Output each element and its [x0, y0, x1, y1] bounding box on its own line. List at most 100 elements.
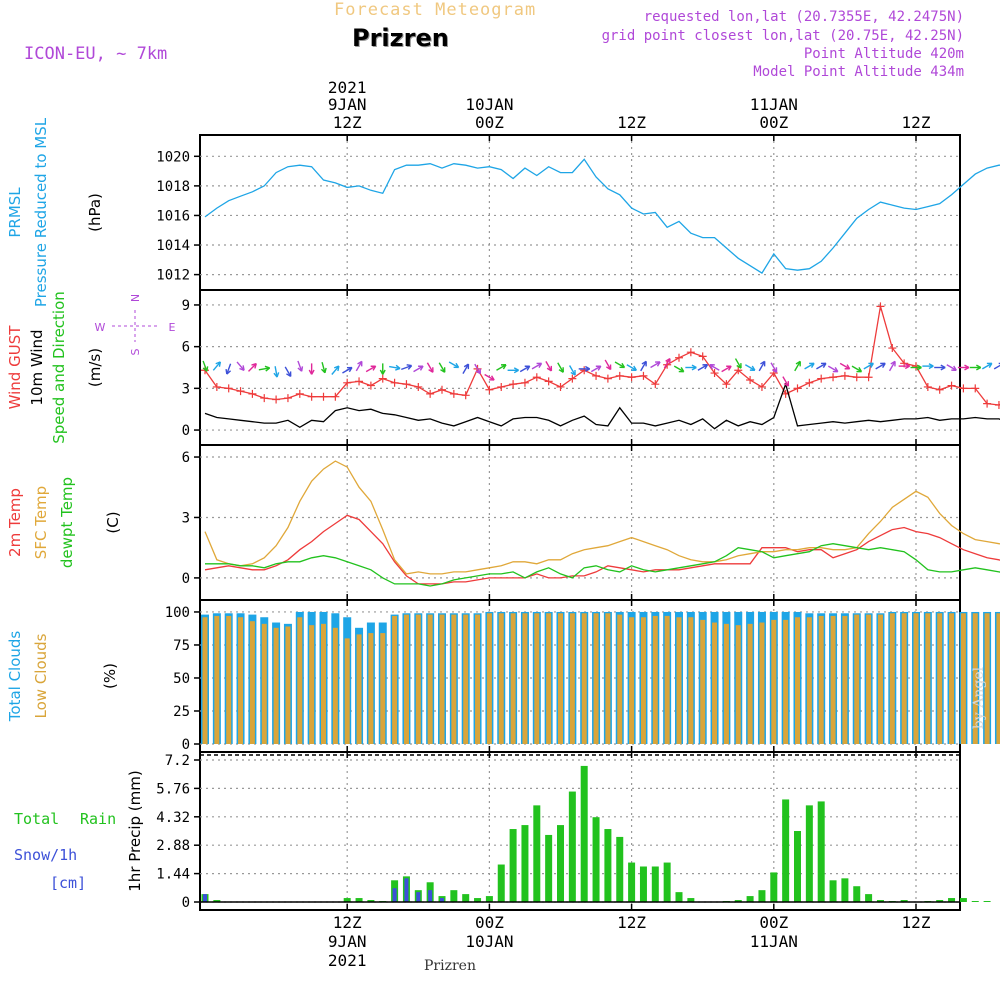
- rain-bar: [948, 898, 956, 902]
- gust-marker: [876, 302, 885, 311]
- low-cloud-bar: [486, 613, 492, 744]
- wind-direction-arrow: [993, 364, 1000, 370]
- wind-arrow-head: [951, 365, 957, 371]
- top-time-label: 11JAN: [750, 95, 798, 114]
- low-cloud-bar: [427, 614, 433, 744]
- wind-arrow-head: [428, 367, 434, 373]
- pressure-y-tick-label: 1016: [156, 208, 190, 224]
- wind-arrow-head: [297, 366, 304, 372]
- gust-marker: [746, 376, 755, 385]
- wind-y-tick-label: 9: [182, 298, 190, 314]
- gust-marker: [568, 374, 577, 383]
- low-cloud-bar: [901, 613, 907, 744]
- wind-arrow-head: [964, 364, 970, 371]
- low-cloud-bar: [273, 627, 279, 744]
- wind-arrow-head: [631, 365, 637, 371]
- low-cloud-bar: [238, 617, 244, 744]
- wind-direction-arrow: [212, 361, 221, 371]
- top-time-label: 00Z: [759, 113, 788, 132]
- bottom-time-label: 2021: [328, 951, 367, 970]
- low-cloud-bar: [558, 613, 563, 744]
- low-cloud-bar: [783, 619, 789, 744]
- pressure-y-tick-label: 1018: [156, 179, 190, 195]
- rain-bar: [805, 805, 813, 902]
- gust-marker: [497, 382, 506, 391]
- wind-arrow-head: [463, 363, 470, 370]
- gust-marker: [520, 378, 529, 387]
- temperature-axis-label: dewpt Temp: [58, 477, 76, 568]
- rain-bar: [213, 900, 221, 902]
- rain-bar: [853, 886, 861, 902]
- compass-cross: [112, 310, 158, 342]
- wind-direction-arrow: [721, 365, 732, 373]
- legend-total: Total: [14, 810, 59, 828]
- low-cloud-bar: [249, 621, 255, 744]
- gust-marker: [627, 373, 636, 382]
- wind-arrow-head: [558, 367, 564, 373]
- temperature-panel-frame: [199, 444, 961, 601]
- wind-arrow-head: [916, 364, 922, 371]
- wind-arrow-head: [726, 365, 732, 371]
- wind-arrow-head: [215, 361, 222, 367]
- wind-arrow-head: [475, 368, 481, 375]
- low-cloud-bar: [629, 617, 635, 744]
- wind-arrow-head: [709, 364, 715, 370]
- wind-direction-arrow: [355, 360, 363, 372]
- wind-arrow-head: [606, 364, 612, 371]
- low-cloud-bar: [795, 617, 800, 744]
- temperature-axis-label: (C): [104, 511, 122, 533]
- low-cloud-bar: [925, 613, 931, 744]
- gust-marker: [355, 377, 364, 386]
- wind-arrow-head: [665, 357, 671, 364]
- low-cloud-bar: [640, 617, 646, 744]
- gust-marker: [402, 380, 411, 389]
- gust-marker: [343, 378, 352, 387]
- pressure-axis-label: (hPa): [86, 193, 104, 232]
- gust-marker: [935, 385, 944, 394]
- bottom-time-label: 00Z: [759, 913, 788, 932]
- precip-y-tick-label: 0: [182, 895, 190, 911]
- wind-direction-arrow: [474, 363, 481, 375]
- gust-marker: [923, 382, 932, 391]
- rain-bar: [604, 829, 612, 902]
- wind-direction-arrow: [946, 364, 957, 371]
- snow-bar: [392, 888, 397, 902]
- wind-arrow-head: [678, 367, 685, 373]
- top-time-label: 12Z: [902, 113, 931, 132]
- gust-marker: [331, 392, 340, 401]
- wind-arrow-head: [370, 365, 377, 371]
- low-cloud-bar: [759, 622, 765, 744]
- wind-axis-label: Speed and Direction: [50, 291, 68, 444]
- low-cloud-bar: [569, 613, 575, 744]
- wind-direction-arrow: [851, 365, 862, 373]
- rain-bar: [521, 825, 529, 902]
- wind-arrow-head: [940, 364, 946, 371]
- wind-direction-arrow: [401, 364, 412, 371]
- wind-arrow-head: [406, 364, 413, 370]
- wind-arrow-head: [225, 369, 232, 375]
- rain-bar: [758, 890, 766, 902]
- wind-direction-arrow: [626, 364, 637, 371]
- low-cloud-bar: [344, 638, 350, 744]
- low-cloud-bar: [285, 626, 291, 744]
- gust-marker: [438, 385, 446, 394]
- precip-panel-frame: [199, 751, 961, 911]
- wind-arrow-head: [308, 369, 315, 375]
- wind-axis-label: 10m Wind: [28, 329, 46, 405]
- rain-bar: [959, 898, 967, 902]
- gust-marker: [366, 381, 375, 390]
- low-cloud-bar: [368, 633, 374, 744]
- rain-bar: [485, 896, 493, 902]
- wind-direction-arrow: [614, 361, 625, 369]
- clouds-y-tick-label: 75: [173, 638, 190, 654]
- gust-marker: [615, 371, 624, 380]
- wind-direction-arrow: [389, 365, 401, 370]
- low-cloud-bar: [356, 634, 362, 744]
- wind-direction-arrow: [557, 362, 564, 373]
- gust-marker: [390, 378, 399, 387]
- wind-direction-arrow: [888, 360, 896, 372]
- wind-direction-arrow: [248, 363, 257, 372]
- low-cloud-bar: [889, 613, 895, 744]
- rain-bar: [533, 805, 541, 902]
